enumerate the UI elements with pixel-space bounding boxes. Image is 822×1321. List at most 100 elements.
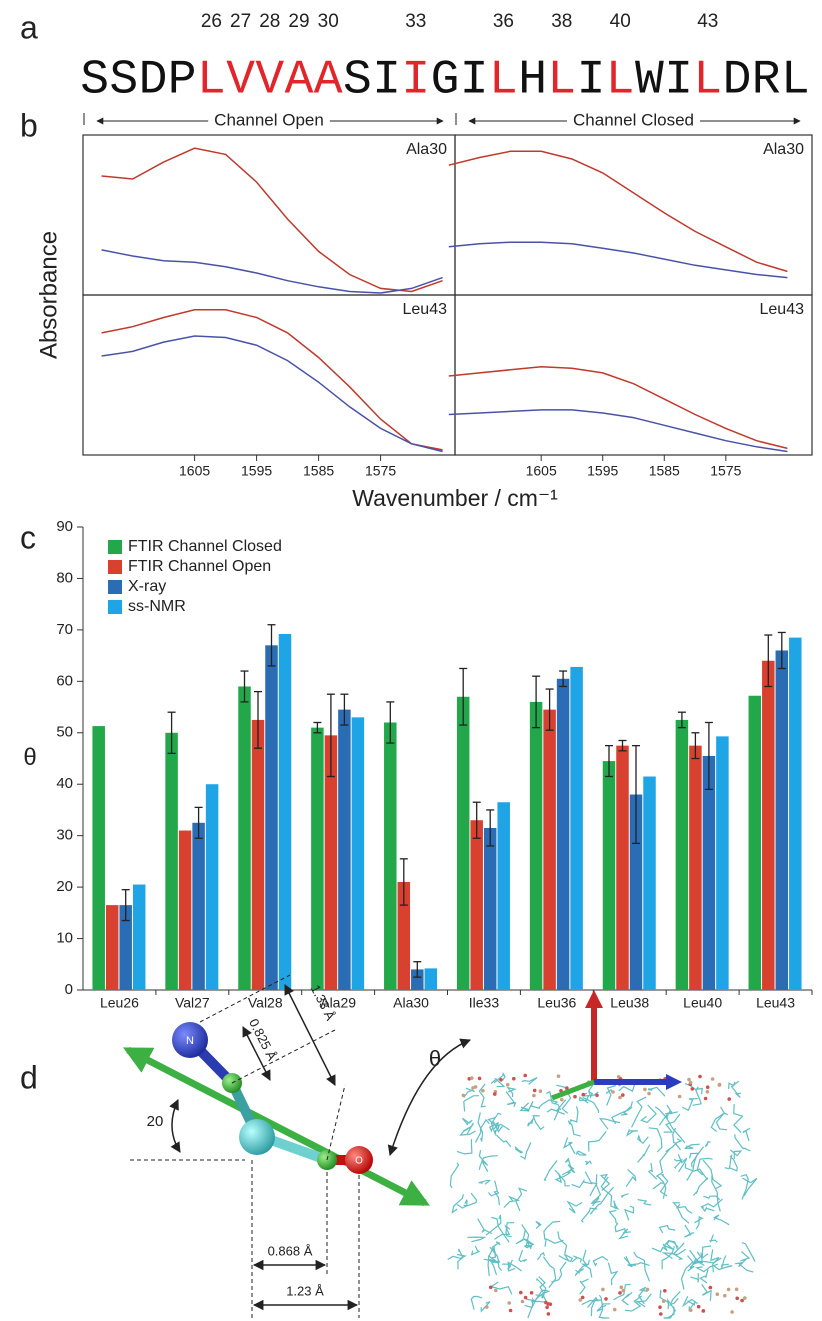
lipid-chain (621, 1291, 633, 1306)
y-tick-label: 50 (56, 724, 73, 741)
dimension-arrows (169, 984, 471, 1311)
residue: L (547, 54, 576, 108)
lipid-chain (689, 1152, 700, 1168)
lipid-chain (696, 1157, 713, 1176)
lipid-chain (661, 1248, 687, 1260)
lipid-chain (519, 1102, 530, 1112)
lipid-chain (544, 1237, 564, 1247)
residue-number: 36 (493, 11, 514, 32)
headgroup-atom (703, 1096, 708, 1101)
headgroup-atom (658, 1305, 662, 1309)
headgroup-atom (556, 1074, 561, 1078)
lipid-chain (735, 1262, 754, 1273)
lipid-chain (543, 1220, 561, 1240)
lipid-chain (580, 1259, 593, 1278)
lipid-chain (704, 1140, 711, 1148)
lipid-chain (456, 1139, 473, 1155)
lipid-chain (546, 1090, 562, 1111)
lipid-chain (740, 1173, 749, 1200)
headgroup-atom (696, 1304, 701, 1309)
x-tick-label: 1575 (365, 463, 396, 479)
spectra-panel: Absorbance Wavenumber / cm⁻¹ Channel Open C… (35, 110, 813, 511)
bar (775, 650, 789, 990)
lipid-chain (470, 1295, 483, 1310)
error-bar (559, 670, 568, 688)
lipid-chain (633, 1251, 651, 1282)
bar (716, 736, 729, 990)
lipid-chain (703, 1195, 721, 1201)
residue-number: 29 (288, 11, 309, 32)
headgroup-atom (708, 1285, 713, 1290)
lipid-chain (515, 1229, 532, 1245)
y-tick-label: 80 (56, 569, 73, 586)
lipid-chain (701, 1245, 711, 1260)
error-bar (472, 801, 481, 839)
lipid-chain (672, 1202, 690, 1224)
residue: I (460, 54, 489, 108)
subplot-frame (82, 134, 456, 296)
lipid-chain (686, 1146, 704, 1181)
headgroup-atom (573, 1094, 577, 1099)
spectrum-line (101, 249, 443, 294)
error-bar (459, 667, 468, 726)
residue-number: 33 (405, 11, 426, 32)
lipid-chain (611, 1106, 633, 1125)
lipid-chain (690, 1273, 700, 1283)
lipid-chain (507, 1261, 522, 1272)
error-bar (486, 809, 495, 847)
legend-swatch (108, 540, 122, 554)
headgroup-atom (643, 1087, 647, 1092)
lipid-chain (665, 1104, 679, 1115)
headgroup-atom (735, 1296, 739, 1301)
lipid-chain (673, 1158, 684, 1169)
error-bar (194, 806, 203, 839)
residue: V (255, 54, 284, 108)
bar (324, 735, 338, 990)
lipid-chain (480, 1301, 491, 1313)
lipid-chain (710, 1112, 729, 1132)
lipid-chain (470, 1245, 481, 1256)
subplot-title: Leu43 (403, 301, 448, 318)
headgroup-atom (740, 1298, 744, 1303)
residue: L (489, 54, 518, 108)
residue: L (606, 54, 635, 108)
error-bar (605, 744, 613, 778)
headgroup-atom (621, 1288, 626, 1293)
error-bar (386, 701, 395, 744)
residue-number: 38 (551, 11, 572, 32)
lipid-chain (463, 1121, 474, 1135)
headgroup-atom (619, 1285, 624, 1290)
lipid-chain (554, 1171, 571, 1184)
lipid-chain (494, 1224, 511, 1240)
lipid-chain (571, 1255, 583, 1263)
lipid-chain (614, 1223, 626, 1233)
headgroup-atom (734, 1287, 739, 1292)
axis-arrow (123, 1046, 430, 1207)
residue: S (109, 54, 138, 108)
lipid-chain (478, 1150, 489, 1172)
panel-label: b (20, 107, 38, 143)
bar (238, 686, 251, 990)
lipid-chain (581, 1296, 599, 1308)
headgroup-atom (687, 1077, 691, 1082)
lipid-chain (734, 1134, 751, 1152)
subplot-frame (454, 294, 813, 456)
lipid-chain (663, 1306, 675, 1319)
lipid-chain (681, 1295, 698, 1308)
lipid-chain (608, 1209, 619, 1225)
error-bar (777, 631, 786, 670)
lipid-chain (557, 1231, 570, 1262)
bar (643, 776, 656, 990)
lipid-chain (521, 1076, 538, 1085)
lipid-chain (634, 1293, 652, 1308)
residue: L (693, 54, 722, 108)
bar (616, 745, 629, 990)
residue-number: 43 (697, 11, 718, 32)
x-tick-label: Leu38 (610, 995, 649, 1011)
lipid-chain (582, 1096, 600, 1113)
residue: A (314, 54, 343, 108)
lipid-chain (658, 1224, 676, 1234)
spectrum-line (448, 366, 788, 450)
error-bar (618, 739, 627, 752)
